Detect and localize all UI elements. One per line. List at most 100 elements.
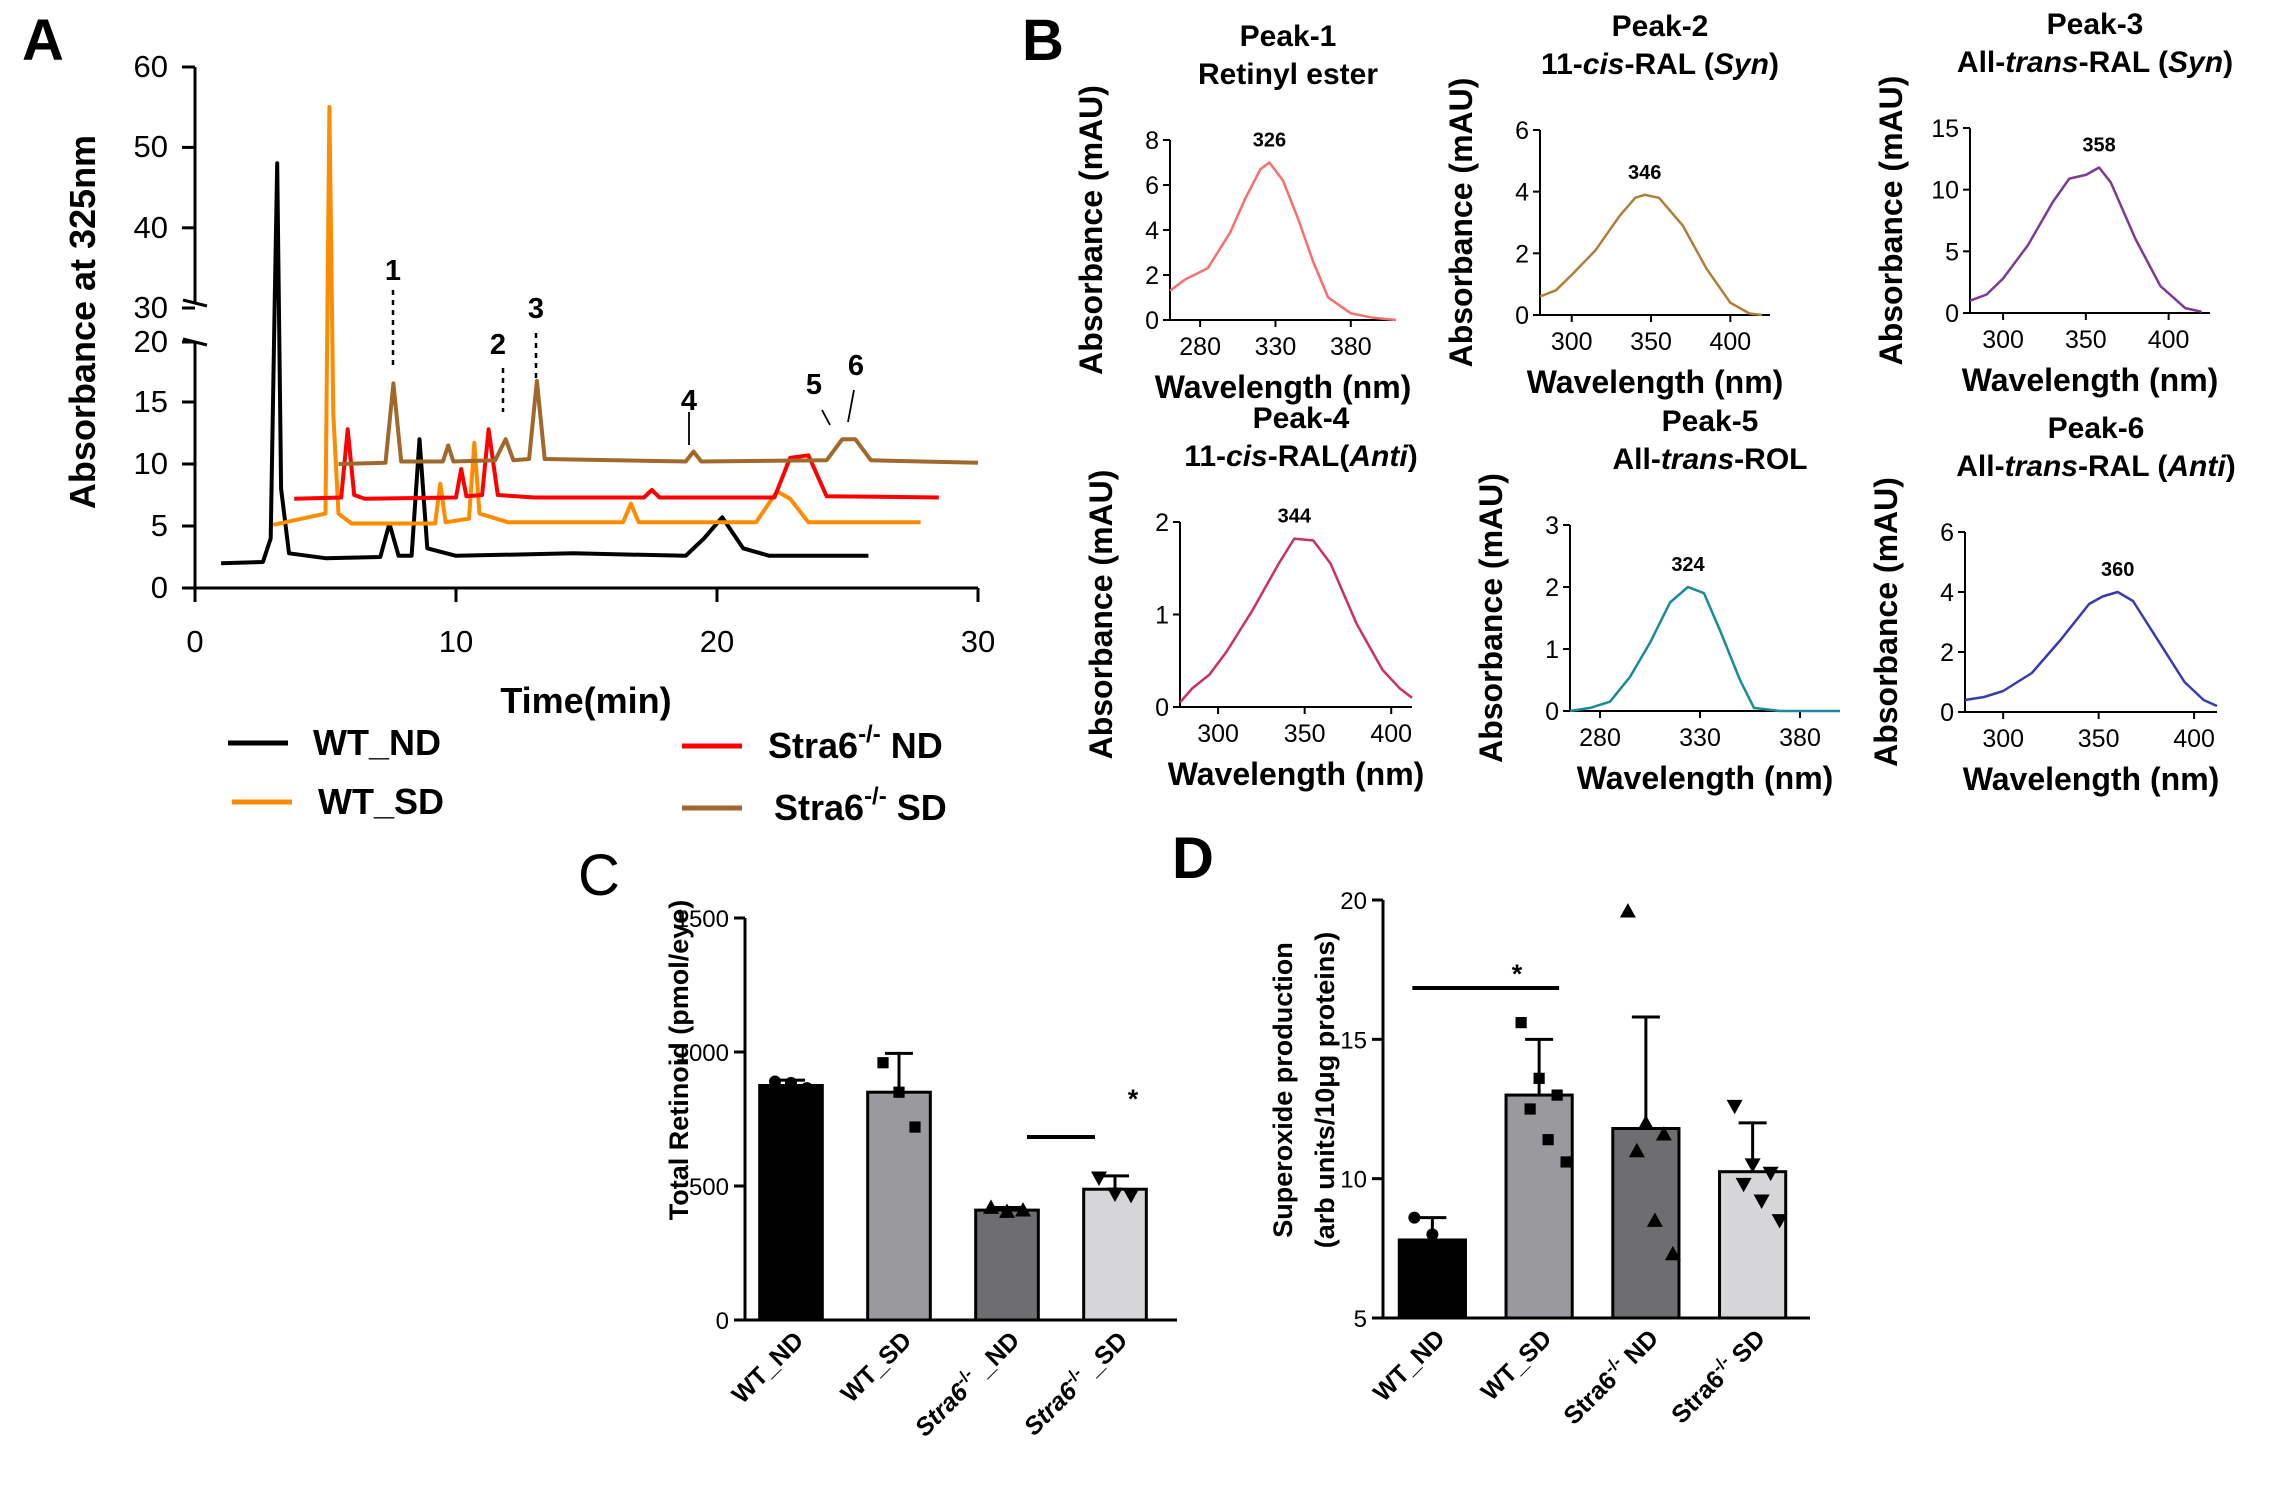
legend-label-sup: -/- — [864, 783, 887, 810]
x-tick-label: 400 — [2148, 326, 2190, 354]
spectrum-curve — [1964, 590, 2218, 708]
peak-markers: 1 2 3 4 5 6 — [385, 255, 864, 445]
category-label: Stra6-/- ND — [1556, 1322, 1664, 1430]
spectrum-title-line2: 11-cis-RAL(Anti) — [1184, 440, 1417, 473]
data-point — [785, 1076, 797, 1089]
x-tick-label: 0 — [186, 624, 203, 659]
y-tick-label: 10 — [1340, 1167, 1367, 1194]
y-tick-label: 0 — [1145, 307, 1159, 335]
bar — [974, 1208, 1040, 1322]
title-fragment: Syn — [2168, 46, 2223, 79]
superoxide-bar-chart: Superoxide production (arb units/10μg pr… — [1268, 888, 1810, 1430]
spectrum-plot-4: 0 1 2 300 350 400 344 Peak-4 11-cis-RAL(Anti) Wav… — [1083, 402, 1424, 792]
data-point — [1515, 1017, 1527, 1029]
data-point — [1655, 1126, 1672, 1141]
title-fragment: trans — [1661, 443, 1734, 476]
data-point — [1646, 1212, 1663, 1227]
bar — [866, 1090, 932, 1322]
legend-item: WT_ND — [228, 722, 441, 763]
x-axis-title: Wavelength (nm) — [1577, 760, 1834, 796]
y-axis-title: Absorbance (mAU) — [1083, 470, 1119, 760]
title-fragment: All- — [1612, 443, 1660, 476]
spectrum-curve — [1569, 585, 1840, 713]
bar — [1611, 1127, 1681, 1320]
title-fragment: trans — [2005, 46, 2078, 79]
y-axis-title: Absorbance (mAU) — [1443, 78, 1479, 368]
y-tick-label: 10 — [1931, 177, 1959, 205]
y-tick-label: 4 — [1515, 179, 1529, 207]
title-fragment: -ROL — [1734, 443, 1807, 476]
x-tick-label: 350 — [1284, 720, 1326, 748]
data-point — [1664, 1245, 1681, 1261]
title-fragment: -RAL ( — [1624, 48, 1713, 81]
data-point — [1542, 1134, 1554, 1146]
panel-letter-a: A — [22, 8, 64, 73]
spectrum-plot-3: 0 5 10 15 300 350 400 358 Peak-3 All-trans-RAL (S… — [1873, 8, 2233, 398]
y-tick-label: 1 — [1155, 602, 1169, 630]
title-fragment: ) — [1769, 48, 1779, 81]
trace-wt-sd — [272, 105, 921, 527]
legend-item: Stra6-/- ND — [682, 721, 943, 766]
bar-group — [1082, 1171, 1148, 1322]
spectrum-title-line2: All-trans-RAL (Syn) — [1957, 46, 2233, 79]
y-tick-label: 5 — [1354, 1306, 1367, 1333]
data-point — [1628, 1142, 1645, 1158]
spectrum-title-line2: All-trans-ROL — [1612, 443, 1807, 476]
data-point — [1619, 903, 1636, 918]
x-tick-label: 280 — [1179, 333, 1221, 361]
bar — [1504, 1093, 1574, 1320]
title-fragment: ) — [2226, 450, 2236, 483]
lambda-max-label: 346 — [1628, 162, 1661, 184]
y-tick-label: 3 — [1545, 512, 1559, 540]
y-tick-label: 500 — [689, 1174, 729, 1201]
y-tick-label: 15 — [1931, 115, 1959, 143]
data-point — [1744, 1158, 1761, 1173]
bar — [1082, 1187, 1148, 1322]
y-axis-title: Absorbance (mAU) — [1868, 477, 1904, 767]
data-point — [1524, 1103, 1536, 1115]
x-tick-label: 400 — [1709, 328, 1751, 356]
y-tick-label: 6 — [1515, 117, 1529, 145]
title-fragment: cis — [1226, 440, 1268, 473]
y-tick-label: 6 — [1145, 172, 1159, 200]
y-tick-label: 15 — [134, 384, 168, 419]
x-tick-label: 400 — [1370, 720, 1412, 748]
y-tick-label: 0 — [1945, 300, 1959, 328]
axis-break-mark — [182, 298, 208, 308]
y-tick-label: 2 — [1545, 574, 1559, 602]
y-tick-label: 5 — [1945, 238, 1959, 266]
spectrum-title-line2: 11-cis-RAL (Syn) — [1541, 48, 1779, 81]
spectrum-title-line1: Peak-3 — [2047, 8, 2144, 41]
trace-wt-nd — [221, 161, 869, 566]
x-tick-label: 300 — [1197, 720, 1239, 748]
spectrum-title-line2: All-trans-RAL (Anti) — [1956, 450, 2235, 483]
x-tick-label: 30 — [961, 624, 995, 659]
legend-label-sup: -/- — [858, 721, 881, 748]
peak-label: 1 — [385, 255, 401, 287]
category-label: WT_SD — [1476, 1324, 1558, 1406]
peak-marker-line — [821, 409, 831, 426]
y-tick-label: 0 — [151, 570, 168, 605]
bar-group — [974, 1199, 1040, 1322]
data-point — [1560, 1156, 1572, 1168]
y-tick-label: 2 — [1145, 262, 1159, 290]
y-tick-label: 4 — [1940, 579, 1954, 607]
y-axis-title: Total Retinoid (pmol/eye) — [664, 900, 694, 1221]
data-point — [1726, 1099, 1743, 1115]
spectrum-title-line1: Peak-5 — [1662, 405, 1759, 438]
lambda-max-label: 358 — [2082, 134, 2115, 156]
data-point — [1426, 1228, 1439, 1241]
y-ticks-lower: 0 5 10 15 20 — [134, 324, 195, 605]
data-point — [1107, 1187, 1123, 1203]
chromatogram-panel: 60 50 40 30 0 5 10 15 20 — [62, 49, 995, 828]
title-fragment: cis — [1583, 48, 1625, 81]
y-tick-label: 0 — [1545, 698, 1559, 726]
x-tick-label: 350 — [1630, 328, 1672, 356]
x-tick-label: 300 — [1551, 328, 1593, 356]
y-tick-label: 20 — [1340, 888, 1367, 915]
y-axis-title: Absorbance (mAU) — [1473, 473, 1509, 763]
data-point — [1091, 1171, 1107, 1186]
chromatogram-traces — [221, 105, 979, 566]
